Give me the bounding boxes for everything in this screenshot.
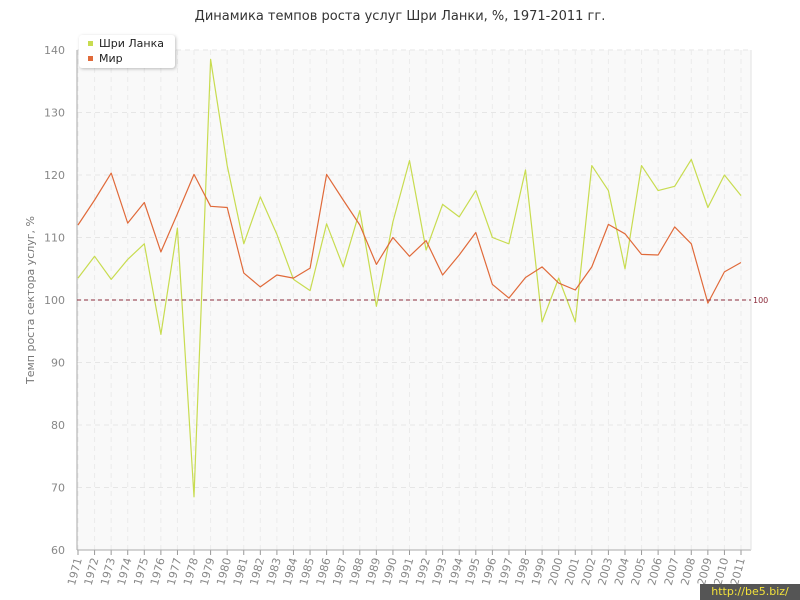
legend-swatch-icon	[88, 40, 93, 46]
y-tick-label: 110	[44, 232, 65, 245]
y-tick-label: 100	[44, 294, 65, 307]
watermark-link[interactable]: http://be5.biz/	[700, 584, 800, 600]
y-tick-label: 70	[51, 482, 65, 495]
y-tick-label: 140	[44, 44, 65, 57]
legend-label: Мир	[99, 52, 123, 65]
y-tick-label: 120	[44, 169, 65, 182]
legend-item-sri-lanka[interactable]: Шри Ланка	[88, 37, 164, 51]
reference-layer: 100	[77, 296, 768, 305]
y-tick-label: 80	[51, 419, 65, 432]
y-tick-label: 60	[51, 544, 65, 557]
y-tick-label: 130	[44, 107, 65, 120]
legend[interactable]: Шри Ланка Мир	[79, 35, 175, 68]
x-tick-label: 2011	[728, 556, 748, 586]
series-layer	[77, 58, 742, 498]
y-tick-label: 90	[51, 357, 65, 370]
legend-label: Шри Ланка	[99, 37, 164, 50]
series-line-0	[77, 58, 742, 498]
legend-swatch-icon	[88, 55, 93, 61]
reference-line-label: 100	[753, 296, 768, 305]
series-line-1	[77, 172, 742, 304]
y-axis-label: Темп роста сектора услуг, %	[24, 216, 37, 385]
legend-item-world[interactable]: Мир	[88, 52, 123, 66]
chart-title: Динамика темпов роста услуг Шри Ланки, %…	[194, 9, 606, 24]
